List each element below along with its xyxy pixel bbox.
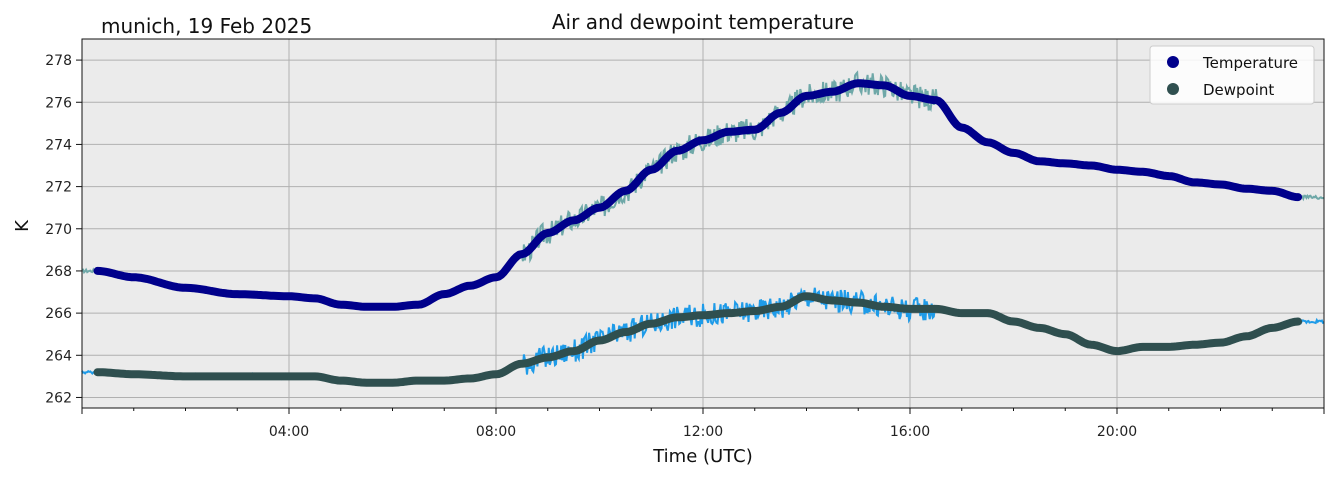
y-tick-label: 266 [45, 306, 72, 322]
legend-label-dewpoint: Dewpoint [1203, 81, 1274, 99]
legend: Temperature Dewpoint [1149, 45, 1315, 105]
x-tick-label: 08:00 [476, 424, 516, 440]
y-tick-label: 262 [45, 390, 72, 406]
y-tick-label: 268 [45, 264, 72, 280]
legend-marker-temperature [1167, 56, 1179, 68]
smooth-line-dewpoint [93, 292, 1303, 387]
grid-lines [82, 39, 1324, 408]
x-axis-label: Time (UTC) [652, 446, 753, 467]
y-axis-ticks: 262 264 266 268 270 272 274 276 278 [45, 53, 82, 406]
legend-label-temperature: Temperature [1202, 54, 1298, 72]
smoothed-series-lines [93, 79, 1303, 387]
legend-marker-dewpoint [1167, 83, 1179, 95]
x-tick-label: 20:00 [1097, 424, 1137, 440]
chart-title: Air and dewpoint temperature [552, 10, 854, 34]
y-tick-label: 276 [45, 95, 72, 111]
x-tick-label: 16:00 [890, 424, 930, 440]
y-tick-label: 278 [45, 53, 72, 69]
x-tick-label: 12:00 [683, 424, 723, 440]
y-tick-label: 264 [45, 348, 72, 364]
chart-subtitle: munich, 19 Feb 2025 [101, 14, 312, 38]
y-tick-label: 270 [45, 222, 72, 238]
y-tick-label: 272 [45, 180, 72, 196]
x-axis-ticks: 04:00 08:00 12:00 16:00 20:00 [81, 408, 1325, 440]
y-axis-label: K [12, 219, 33, 232]
smooth-line-temperature [93, 79, 1303, 311]
y-tick-label: 274 [45, 137, 72, 153]
legend-box [1149, 45, 1315, 105]
x-tick-label: 04:00 [269, 424, 309, 440]
